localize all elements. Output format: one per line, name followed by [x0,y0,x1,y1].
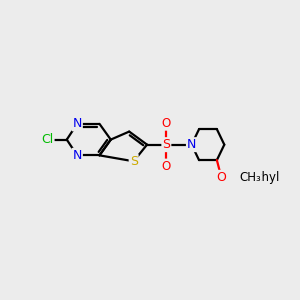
Text: S: S [130,155,138,168]
Text: Cl: Cl [41,133,54,146]
Text: methyl: methyl [239,171,280,184]
Text: CH₃: CH₃ [239,171,261,184]
Text: N: N [73,149,82,162]
Text: S: S [162,138,170,151]
Text: O: O [216,171,226,184]
Text: O: O [162,117,171,130]
Text: O: O [162,160,171,172]
Text: N: N [187,138,196,151]
Text: N: N [73,117,82,130]
